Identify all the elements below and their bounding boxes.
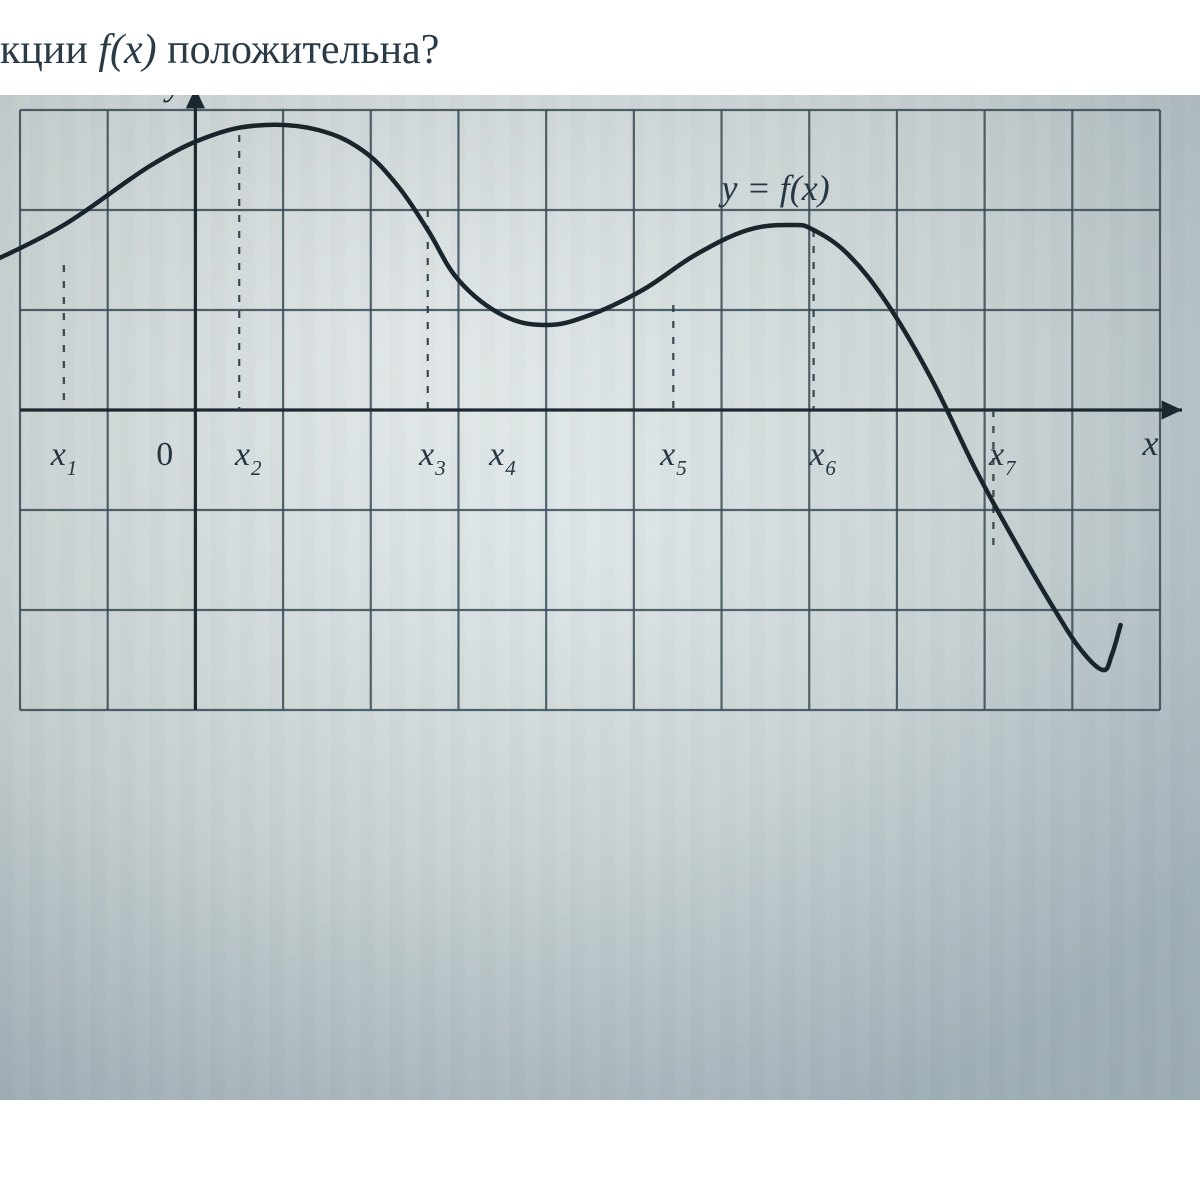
curve-label: y = f(x): [719, 168, 830, 208]
chart-container: yx0y = f(x)x1x2x3x4x5x6x7: [0, 95, 1200, 1100]
function-chart: yx0y = f(x)x1x2x3x4x5x6x7: [0, 95, 1200, 1100]
question-text: кции f(x) положительна?: [0, 26, 439, 74]
origin-label: 0: [156, 436, 173, 473]
x-axis-label: x: [1141, 423, 1158, 463]
y-axis-label: y: [163, 95, 182, 103]
